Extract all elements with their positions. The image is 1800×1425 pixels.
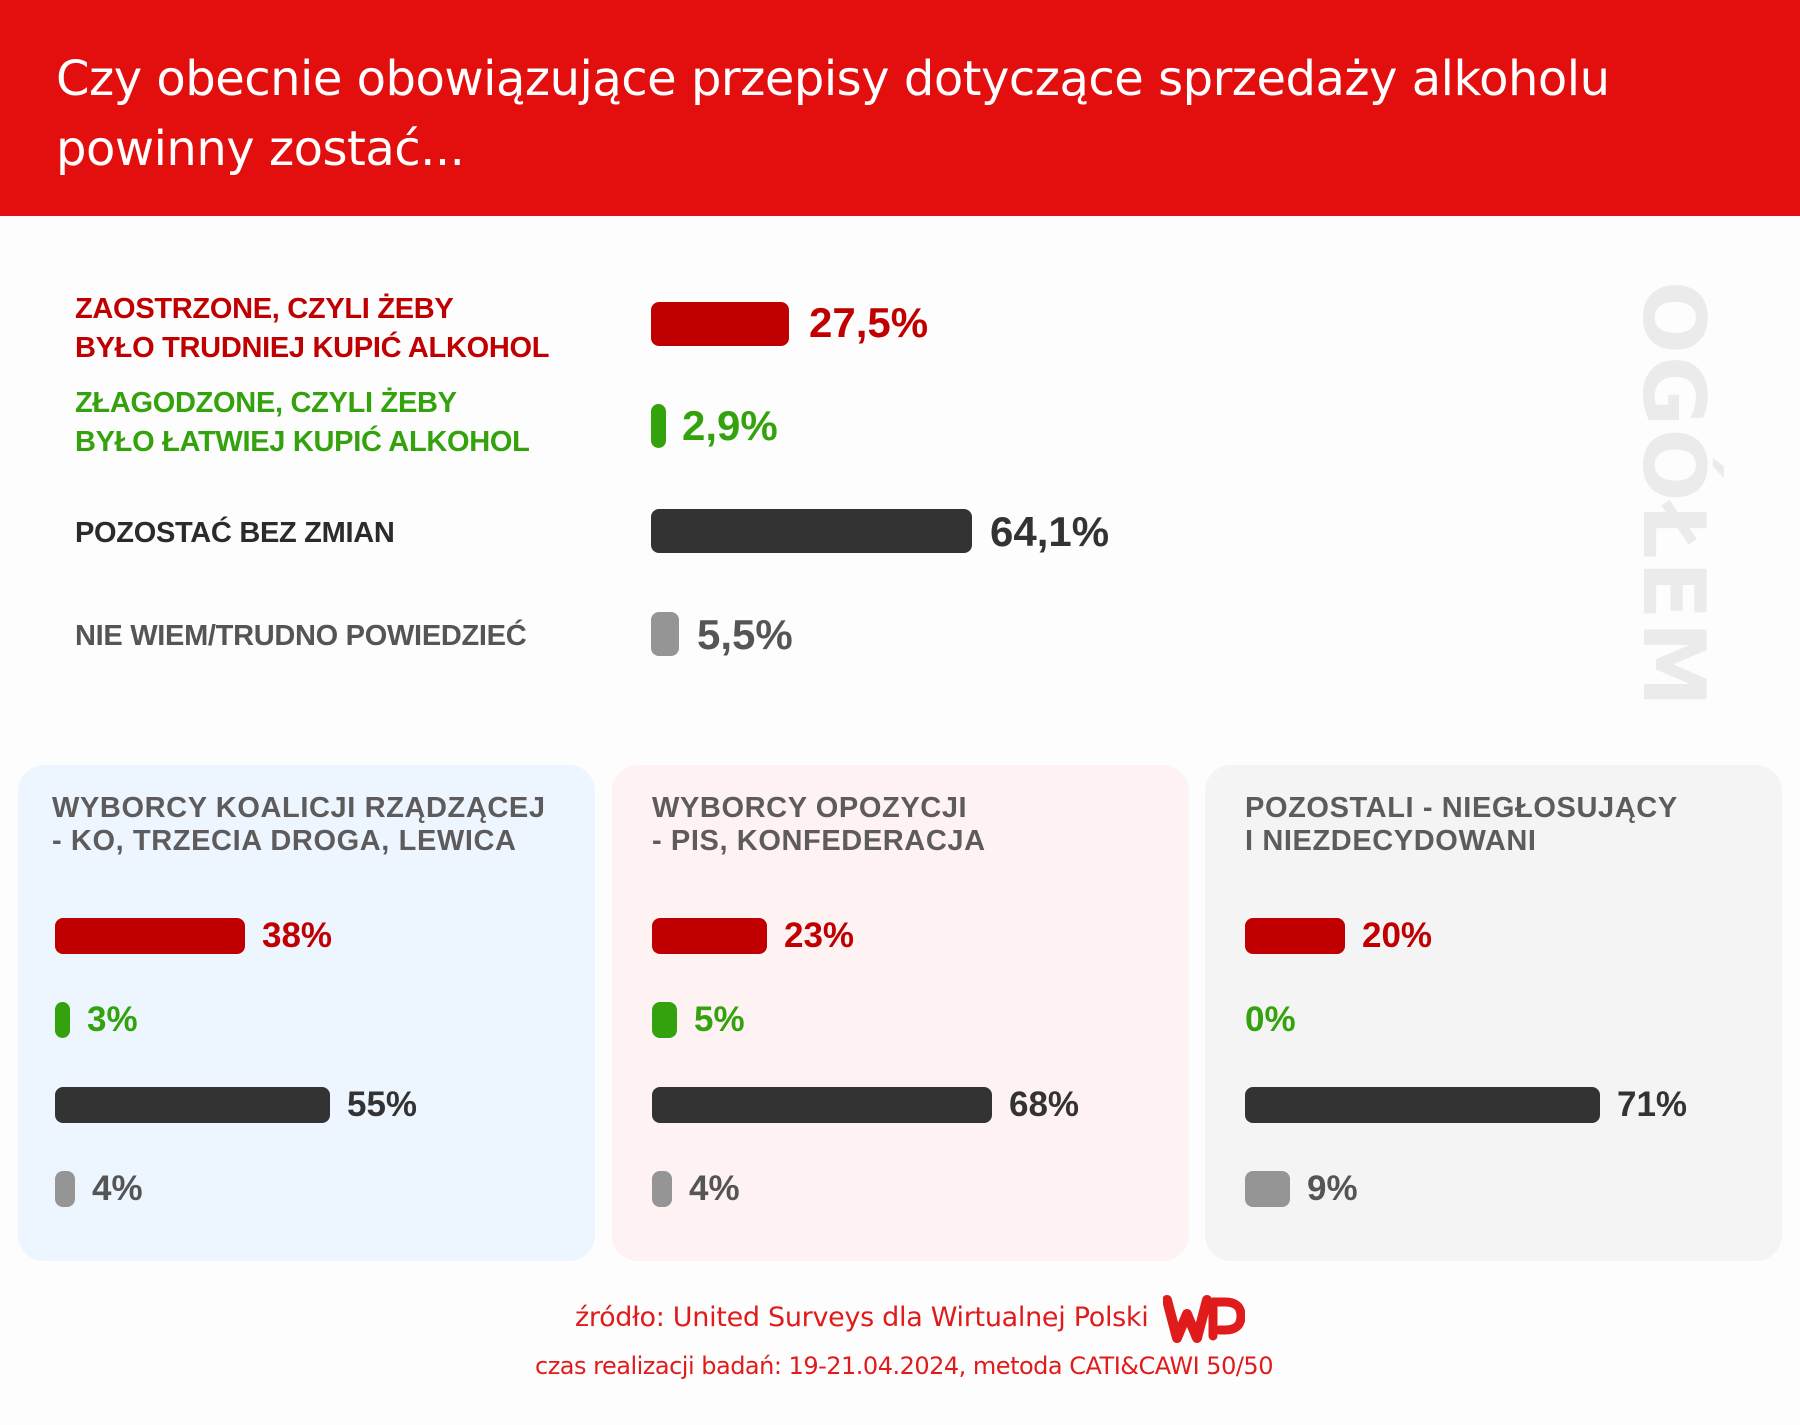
footer: źródło: United Surveys dla Wirtualnej Po… [0,1290,1800,1420]
panel-coalition: WYBORCY KOALICJI RZĄDZĄCEJ - KO, TRZECIA… [18,765,595,1261]
panel-title: WYBORCY KOALICJI RZĄDZĄCEJ - KO, TRZECIA… [52,792,546,857]
bar-looser [652,1002,677,1038]
value-label: 5% [694,1000,745,1039]
wp-logo-icon [1163,1295,1245,1343]
panel-title: POZOSTALI - NIEGŁOSUJĄCY I NIEZDECYDOWAN… [1245,792,1678,857]
chart-title: Czy obecnie obowiązujące przepisy dotycz… [56,51,1610,177]
panel-title: WYBORCY OPOZYCJI - PIS, KONFEDERACJA [652,792,986,857]
bar-unchanged [1245,1087,1600,1123]
bar-stricter [651,302,789,346]
value-label: 27,5% [809,299,929,346]
value-label: 4% [92,1169,143,1208]
value-label: 64,1% [990,508,1110,555]
bar-unchanged [652,1087,992,1123]
value-label: 38% [262,916,333,955]
overall-section: ZAOSTRZONE, CZYLI ŻEBY BYŁO TRUDNIEJ KUP… [0,260,1800,710]
value-label: 55% [347,1085,418,1124]
value-label: 68% [1009,1085,1080,1124]
header-banner: Czy obecnie obowiązujące przepisy dotycz… [0,0,1800,216]
row-label: ZAOSTRZONE, CZYLI ŻEBY BYŁO TRUDNIEJ KUP… [75,293,550,364]
bar-dont-know [651,612,679,656]
bar-dont-know [652,1171,672,1207]
bar-dont-know [55,1171,75,1207]
panel-opposition: WYBORCY OPOZYCJI - PIS, KONFEDERACJA 23%… [612,765,1189,1261]
bar-stricter [55,918,245,954]
bar-dont-know [1245,1171,1290,1207]
value-label: 9% [1307,1169,1358,1208]
row-label: POZOSTAĆ BEZ ZMIAN [75,517,395,549]
value-label: 3% [87,1000,138,1039]
value-label: 2,9% [682,402,778,449]
value-label: 20% [1362,916,1433,955]
bar-looser [651,404,666,448]
value-label: 23% [784,916,855,955]
panel-others: POZOSTALI - NIEGŁOSUJĄCY I NIEZDECYDOWAN… [1205,765,1782,1261]
bar-stricter [652,918,767,954]
source-note: źródło: United Surveys dla Wirtualnej Po… [575,1302,1149,1333]
bar-unchanged [651,509,972,553]
value-label: 71% [1617,1085,1688,1124]
overall-side-label: OGÓŁEM [1623,280,1723,710]
bar-unchanged [55,1087,330,1123]
bar-stricter [1245,918,1345,954]
row-label: ZŁAGODZONE, CZYLI ŻEBY BYŁO ŁATWIEJ KUPI… [75,387,530,458]
value-label: 0% [1245,1000,1296,1039]
value-label: 5,5% [697,611,793,658]
row-label: NIE WIEM/TRUDNO POWIEDZIEĆ [75,620,527,652]
value-label: 4% [689,1169,740,1208]
survey-meta: czas realizacji badań: 19-21.04.2024, me… [535,1352,1273,1380]
bar-looser [55,1002,70,1038]
